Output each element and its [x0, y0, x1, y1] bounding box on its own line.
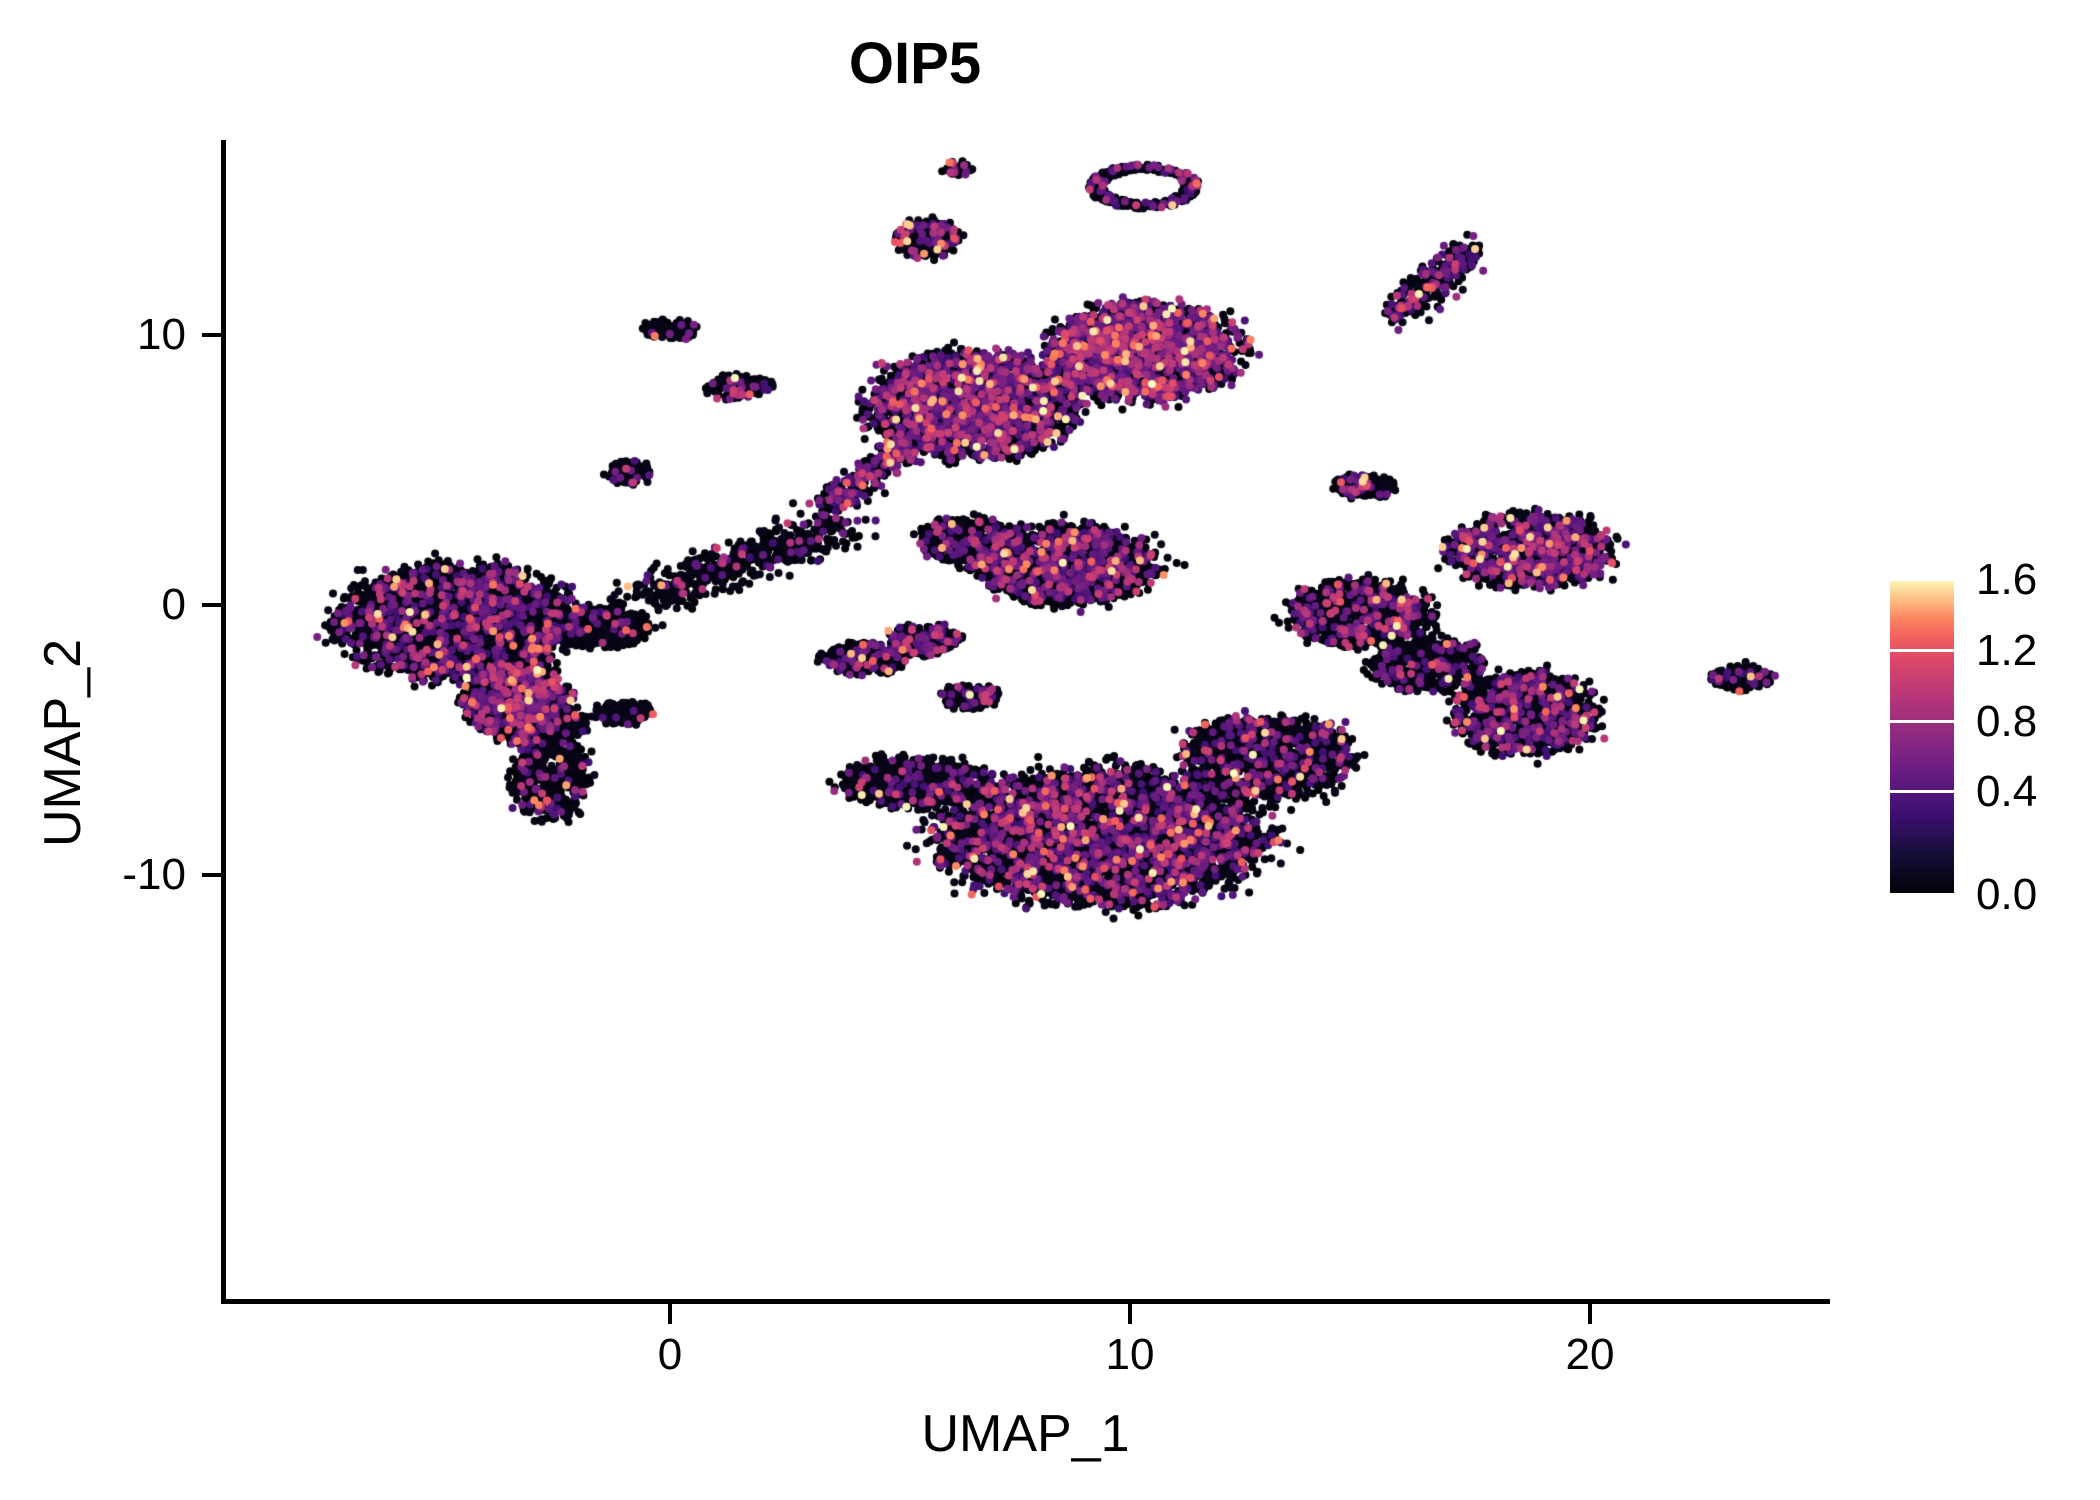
colorbar-label-0_8: 0.8	[1976, 697, 2038, 746]
x-tick-label-10: 10	[1105, 1330, 1155, 1379]
colorbar-tick-1_2	[1890, 649, 1954, 652]
x-tick-mark-10	[1128, 1304, 1132, 1324]
y-tick-label-neg10: -10	[122, 850, 186, 899]
y-tick-mark-0	[202, 603, 222, 607]
y-axis-label: UMAP_2	[34, 638, 92, 848]
x-tick-label-0: 0	[657, 1330, 683, 1379]
colorbar-gradient	[1890, 578, 1954, 896]
colorbar-label-0_0: 0.0	[1976, 870, 2038, 919]
x-tick-mark-20	[1588, 1304, 1592, 1324]
colorbar-label-0_4: 0.4	[1976, 767, 2038, 816]
colorbar-label-1_6: 1.6	[1976, 555, 2038, 604]
y-tick-mark-neg10	[202, 873, 222, 877]
colorbar-tick-1_6	[1890, 578, 1954, 581]
colorbar-label-1_2: 1.2	[1976, 626, 2038, 675]
y-tick-label-0: 0	[161, 580, 186, 629]
x-axis-label: UMAP_1	[921, 1405, 1130, 1463]
colorbar-tick-0_0	[1890, 893, 1954, 896]
colorbar-tick-0_8	[1890, 720, 1954, 723]
y-tick-label-10: 10	[137, 310, 186, 359]
x-tick-mark-0	[668, 1304, 672, 1324]
y-tick-mark-10	[202, 333, 222, 337]
y-axis-line	[221, 140, 226, 1304]
x-tick-label-20: 20	[1565, 1330, 1615, 1379]
colorbar-tick-0_4	[1890, 790, 1954, 793]
x-axis-line	[221, 1299, 1830, 1304]
